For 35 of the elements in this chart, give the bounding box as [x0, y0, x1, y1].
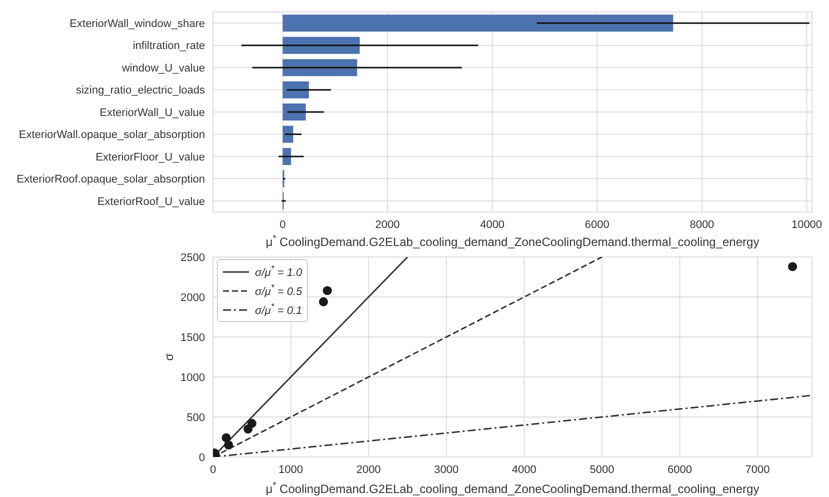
x-axis-title: μ$^{*}$ CoolingDemand.G2ELab_cooling_demand_ZoneCoolingDemand.thermal_cooling_energy	[266, 233, 760, 249]
x-axis-title: μ$^{*}$ CoolingDemand.G2ELab_cooling_demand_ZoneCoolingDemand.thermal_cooling_energy	[266, 480, 760, 496]
x-tick-label: 8000	[690, 218, 714, 231]
y-tick-label: ExteriorRoof_U_value	[97, 196, 205, 208]
y-tick-label: ExteriorRoof.opaque_solar_absorption	[16, 174, 205, 186]
legend-label: σ/μ$^{*}$ = 0.1	[255, 302, 302, 318]
y-axis-title: σ	[162, 352, 176, 361]
y-tick-label: ExteriorWall_window_share	[70, 18, 205, 30]
y-tick-label: ExteriorWall.opaque_solar_absorption	[18, 129, 205, 142]
x-tick-label: 2000	[375, 218, 400, 231]
y-tick-label: 1000	[180, 372, 205, 384]
x-tick-label: 4000	[512, 464, 536, 476]
x-tick-label: 0	[210, 464, 216, 476]
legend-label: σ/μ$^{*}$ = 1.0	[255, 264, 302, 280]
y-tick-label: ExteriorWall_U_value	[100, 106, 205, 119]
y-tick-label: ExteriorFloor_U_value	[96, 151, 205, 164]
y-tick-label: 2000	[180, 292, 205, 304]
x-tick-label: 6000	[584, 218, 610, 231]
y-tick-label: 2500	[180, 252, 205, 264]
x-tick-label: 4000	[480, 218, 505, 231]
x-tick-label: 6000	[668, 464, 692, 476]
x-tick-label: 5000	[590, 464, 614, 476]
legend-label: σ/μ$^{*}$ = 0.5	[255, 282, 302, 298]
x-tick-label: 10000	[791, 218, 822, 231]
y-tick-label: infiltration_rate	[132, 40, 205, 52]
x-tick-label: 3000	[434, 464, 459, 476]
y-tick-label: 500	[186, 412, 205, 424]
x-tick-label: 0	[280, 218, 286, 231]
y-tick-label: window_U_value	[120, 62, 205, 74]
x-tick-label: 7000	[745, 464, 770, 476]
y-tick-label: 1500	[180, 332, 205, 344]
y-tick-label: sizing_ratio_electric_loads	[76, 84, 206, 97]
x-tick-label: 2000	[356, 464, 381, 476]
y-tick-label: 0	[198, 452, 205, 464]
x-tick-label: 1000	[278, 464, 304, 476]
